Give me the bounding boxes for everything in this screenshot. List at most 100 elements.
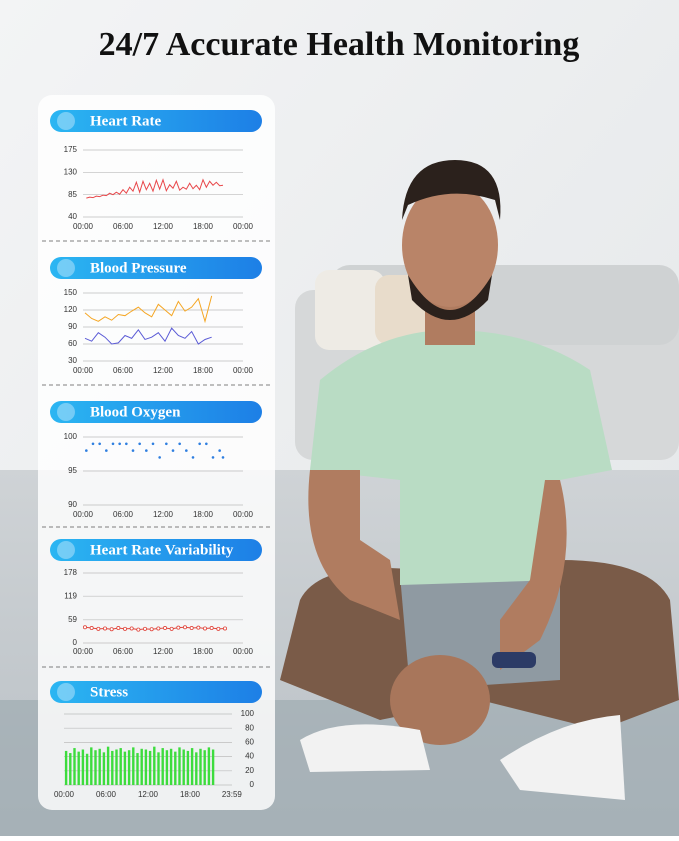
chart-header	[50, 401, 262, 423]
point	[142, 626, 147, 631]
bar	[169, 748, 173, 785]
point	[185, 449, 188, 452]
x-tick-label: 18:00	[193, 222, 214, 231]
bar	[106, 746, 110, 785]
y-tick-label: 0	[250, 780, 255, 789]
y-tick-label: 120	[64, 305, 78, 314]
x-tick-label: 06:00	[113, 510, 134, 519]
y-tick-label: 40	[245, 752, 254, 761]
chart-title: Heart Rate Variability	[90, 542, 234, 558]
y-tick-label: 100	[241, 709, 255, 718]
point	[136, 627, 141, 632]
point	[131, 449, 135, 452]
line	[84, 626, 226, 631]
point	[222, 626, 227, 631]
point	[149, 627, 154, 632]
point	[111, 442, 115, 446]
y-tick-label: 40	[68, 212, 77, 221]
x-tick-label: 12:00	[138, 790, 159, 799]
x-tick-label: 18:00	[193, 366, 214, 375]
point	[169, 626, 174, 631]
bar	[148, 750, 152, 785]
bar	[127, 750, 131, 785]
bar	[178, 747, 181, 785]
point	[125, 442, 128, 446]
point	[171, 449, 175, 452]
y-tick-label: 95	[68, 466, 77, 475]
point	[176, 625, 181, 630]
bar	[190, 748, 194, 785]
x-tick-label: 06:00	[113, 222, 134, 231]
x-tick-label: 00:00	[73, 366, 94, 375]
bar	[157, 752, 160, 785]
x-tick-label: 06:00	[96, 790, 117, 799]
bar	[203, 750, 206, 785]
x-tick-label: 18:00	[193, 510, 214, 519]
bar	[153, 746, 156, 785]
cushion	[315, 270, 385, 350]
point	[202, 626, 207, 631]
y-tick-label: 150	[64, 288, 78, 297]
line	[84, 327, 212, 345]
page-title: 24/7 Accurate Health Monitoring	[99, 26, 580, 63]
y-tick-label: 90	[68, 500, 77, 509]
point	[196, 625, 201, 630]
point	[151, 442, 155, 446]
charts: Heart Rate 40 85 130 175 00:00 06:00 12:00 18:00…	[42, 110, 270, 799]
chart-header	[50, 539, 262, 561]
bar	[111, 750, 114, 785]
point	[98, 442, 101, 446]
point	[162, 626, 167, 631]
point	[91, 442, 95, 446]
bar	[211, 749, 215, 785]
bar	[207, 747, 211, 785]
point	[165, 442, 168, 446]
point	[178, 442, 181, 446]
x-tick-label: 12:00	[153, 647, 174, 656]
y-tick-label: 20	[245, 766, 254, 775]
bar	[182, 749, 185, 785]
chart-title: Blood Oxygen	[90, 404, 181, 420]
point	[85, 449, 88, 452]
point	[156, 626, 161, 631]
x-tick-label: 00:00	[54, 790, 75, 799]
bar	[199, 748, 202, 785]
point	[129, 626, 134, 631]
x-tick-label: 00:00	[233, 366, 254, 375]
header-icon	[57, 541, 75, 559]
point	[221, 456, 225, 459]
bar	[123, 751, 127, 785]
y-tick-label: 0	[73, 638, 78, 647]
point	[182, 625, 187, 630]
chart-header	[50, 257, 262, 279]
x-tick-label: 00:00	[233, 222, 254, 231]
x-tick-label: 18:00	[180, 790, 201, 799]
point	[116, 626, 121, 631]
bar	[73, 748, 76, 785]
point	[96, 626, 101, 631]
point	[138, 442, 141, 446]
bar	[94, 750, 97, 785]
y-tick-label: 100	[64, 432, 78, 441]
bar	[144, 749, 148, 785]
point	[83, 625, 88, 630]
point	[209, 626, 214, 631]
bar	[140, 748, 143, 785]
bar	[132, 747, 135, 785]
line	[86, 178, 224, 199]
y-tick-label: 119	[64, 591, 77, 600]
chart-header	[50, 110, 262, 132]
bar	[174, 751, 177, 785]
bar	[165, 750, 169, 785]
point	[103, 626, 108, 631]
point	[191, 456, 195, 459]
bar	[161, 748, 164, 785]
header-icon	[57, 112, 75, 130]
y-tick-label: 90	[68, 322, 77, 331]
point	[158, 456, 161, 459]
x-tick-label: 23:59	[222, 790, 243, 799]
header-icon	[57, 259, 75, 277]
point	[105, 449, 108, 452]
point	[118, 442, 121, 446]
point	[198, 442, 201, 446]
